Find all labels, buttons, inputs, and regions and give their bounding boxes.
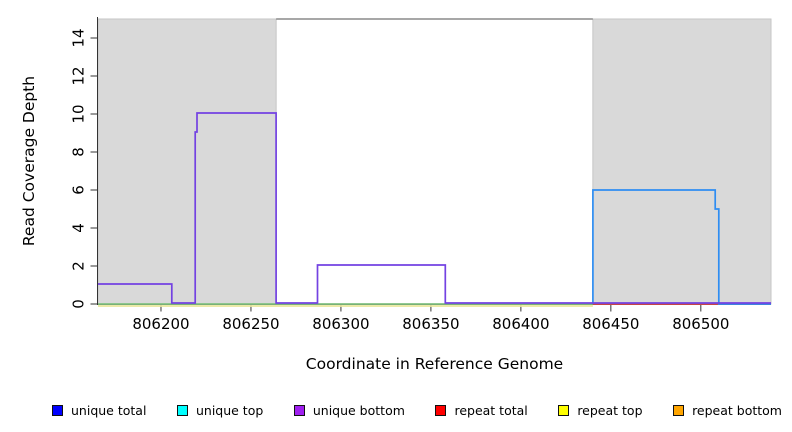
- series-unique-total: [592, 189, 771, 305]
- y-tick-label: 14: [70, 28, 88, 47]
- legend: unique total unique top unique bottom repea…: [52, 399, 782, 421]
- y-tick-label: 2: [70, 261, 88, 271]
- legend-item-repeat-bottom: repeat bottom: [673, 403, 782, 418]
- series-unique-bottom: [98, 112, 771, 304]
- x-tick-label: 806250: [222, 315, 279, 333]
- x-tick-label: 806300: [312, 315, 369, 333]
- legend-label-unique-top: unique top: [195, 402, 264, 418]
- legend-item-repeat-top: repeat top: [558, 402, 643, 418]
- x-tick-label: 806450: [582, 315, 639, 333]
- legend-swatch-unique-total: [52, 404, 63, 416]
- legend-label-unique-bottom: unique bottom: [312, 402, 405, 418]
- legend-label-repeat-bottom: repeat bottom: [692, 402, 782, 418]
- legend-swatch-repeat-top: [558, 404, 570, 416]
- x-tick-label: 806200: [132, 315, 189, 333]
- legend-item-unique-total: unique total: [52, 403, 146, 418]
- legend-swatch-repeat-total: [435, 404, 447, 416]
- legend-swatch-repeat-bottom: [673, 404, 685, 416]
- y-axis-title: Read Coverage Depth: [20, 75, 38, 247]
- x-tick-label: 806500: [672, 315, 729, 333]
- x-tick-label: 806400: [492, 315, 549, 333]
- y-tick-label: 10: [70, 104, 88, 123]
- chart-area: 0 2 4 6 8 10 12 14 806200 806250 806300 806350 80640…: [70, 17, 772, 333]
- shaded-region: [592, 18, 772, 305]
- y-tick-label: 6: [70, 185, 88, 195]
- coverage-chart: 0 2 4 6 8 10 12 14 806200 806250 806300 806350 80640…: [70, 17, 772, 333]
- y-tick-label: 0: [70, 299, 88, 309]
- x-axis-title: Coordinate in Reference Genome: [305, 355, 564, 373]
- legend-swatch-unique-top: [176, 404, 188, 416]
- y-tick-label: 4: [70, 223, 88, 233]
- y-tick-label: 8: [70, 147, 88, 157]
- legend-item-unique-bottom: unique bottom: [293, 402, 405, 418]
- x-tick-label: 806350: [402, 315, 459, 333]
- legend-item-repeat-total: repeat total: [435, 402, 528, 418]
- legend-label-repeat-total: repeat total: [454, 402, 528, 418]
- legend-label-unique-total: unique total: [71, 402, 147, 418]
- shaded-region: [97, 18, 277, 305]
- legend-item-unique-top: unique top: [176, 402, 264, 418]
- legend-swatch-unique-bottom: [293, 404, 305, 416]
- y-tick-label: 12: [70, 66, 88, 85]
- legend-label-repeat-top: repeat top: [577, 402, 643, 418]
